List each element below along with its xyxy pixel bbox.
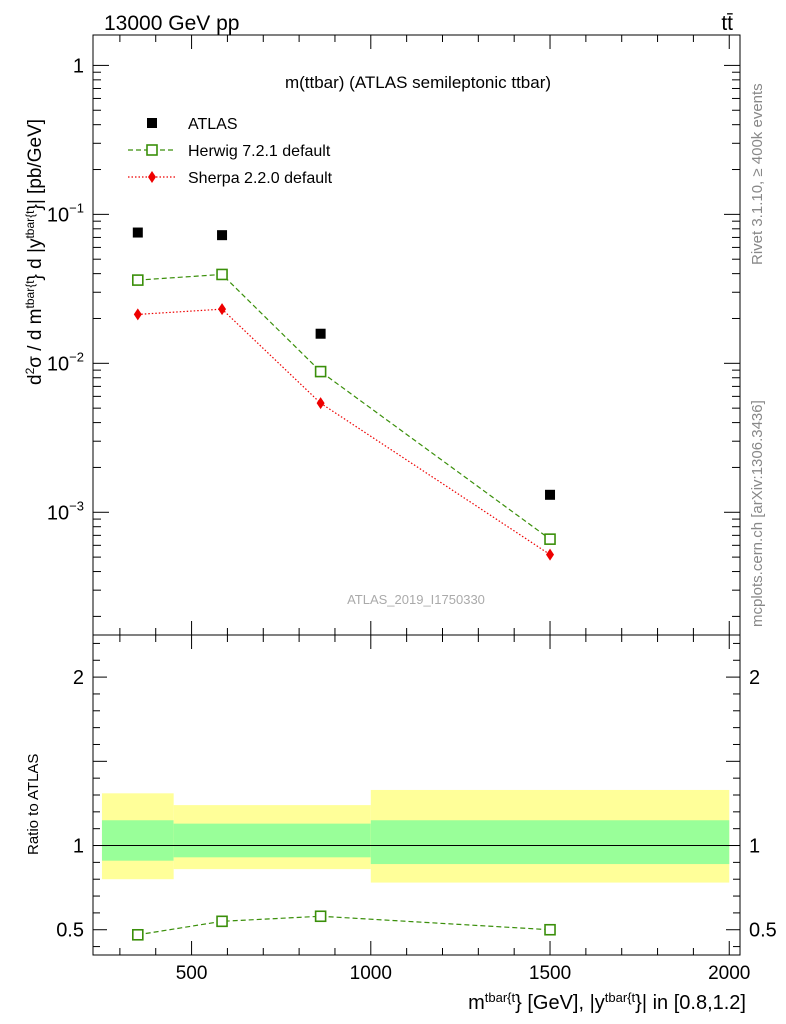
ratio-y-tick-label-right: 1 [749, 836, 760, 858]
herwig-point [314, 365, 327, 378]
herwig-point [544, 533, 556, 545]
legend-atlas-marker [147, 118, 157, 128]
legend-herwig-label: Herwig 7.2.1 default [188, 143, 331, 160]
ratio-herwig-point [132, 928, 144, 941]
ratio-y-axis-label: Ratio to ATLAS [25, 754, 42, 855]
herwig-point [132, 274, 144, 286]
main-y-tick-label: 10−3 [47, 498, 84, 524]
sherpa-point [546, 548, 555, 561]
ratio-y-tick-label: 2 [73, 667, 84, 689]
x-axis-label: mtbar{t} [GeV], |ytbar{t}| in [0.8,1.2] [468, 990, 746, 1015]
ratio-y-tick-label-right: 0.5 [749, 920, 777, 942]
main-y-tick-label: 10−1 [47, 200, 84, 226]
main-y-tick-label: 1 [73, 55, 84, 77]
main-plot-title: m(ttbar) (ATLAS semileptonic ttbar) [285, 73, 551, 92]
watermark-label: ATLAS_2019_I1750330 [347, 592, 485, 607]
mcplots-label: mcplots.cern.ch [arXiv:1306.3436] [749, 400, 766, 627]
header-energy-label: 13000 GeV pp [104, 12, 239, 35]
rivet-version-label: Rivet 3.1.10, ≥ 400k events [749, 83, 766, 265]
ratio-plot: 500 1000 1500 2000 0.5 0.5 1 1 2 2 Ratio to ATLAS… [25, 634, 777, 1015]
legend-sherpa-label: Sherpa 2.2.0 default [188, 170, 333, 187]
ratio-y-tick-label: 1 [73, 836, 84, 858]
herwig-point [216, 268, 228, 281]
atlas-point [315, 328, 326, 339]
main-y-axis-label: d2σ / d mtbar{t} d |ytbar{t}| [pb/GeV] [23, 119, 46, 385]
sherpa-line [137, 308, 551, 556]
ratio-herwig-point [314, 910, 327, 923]
ratio-x-tick-label: 2000 [708, 963, 750, 984]
ratio-x-tick-label: 1000 [350, 963, 392, 984]
ratio-herwig-point [544, 923, 556, 936]
main-plot: 1 10−1 10−2 10−3 m(ttbar) (ATLAS semilepton… [23, 34, 741, 636]
sherpa-point [133, 308, 142, 321]
legend-atlas-label: ATLAS [188, 116, 238, 133]
legend-herwig-marker [146, 144, 158, 156]
header-process-label: tt̄ [721, 12, 733, 35]
ratio-y-tick-label: 0.5 [56, 920, 84, 942]
ratio-band-inner [101, 820, 174, 861]
sherpa-point [316, 397, 325, 410]
atlas-point [132, 227, 143, 238]
legend: ATLAS Herwig 7.2.1 default Sherpa 2.2.0 … [128, 116, 333, 187]
ratio-x-tick-label: 1500 [529, 963, 571, 984]
ratio-x-tick-label: 500 [176, 963, 208, 984]
ratio-y-tick-label-right: 2 [749, 667, 760, 689]
sherpa-point [218, 303, 227, 316]
ratio-band-inner [370, 820, 730, 865]
herwig-line [137, 273, 551, 540]
ratio-herwig-line [137, 915, 551, 936]
ratio-band-inner [173, 823, 371, 858]
main-y-tick-label: 10−2 [47, 349, 84, 375]
ratio-herwig-point [216, 915, 228, 928]
atlas-point [545, 489, 556, 500]
legend-sherpa-marker [148, 171, 156, 183]
atlas-point [217, 230, 228, 241]
